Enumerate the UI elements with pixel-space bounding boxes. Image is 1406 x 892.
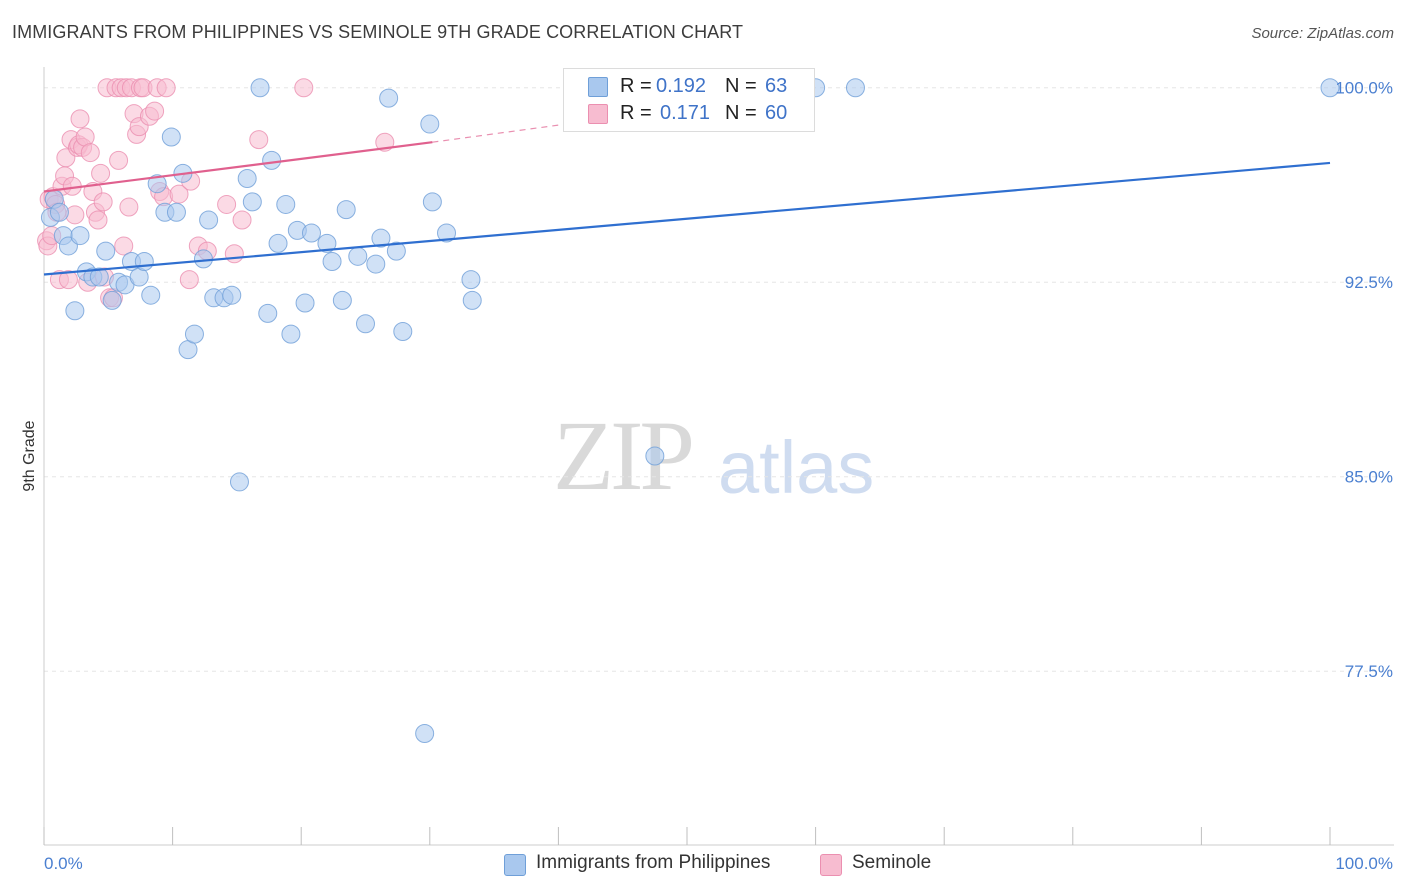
point-philippines bbox=[416, 724, 434, 742]
legend-swatch-blue bbox=[504, 854, 526, 876]
point-seminole bbox=[92, 164, 110, 182]
point-philippines bbox=[259, 304, 277, 322]
point-philippines bbox=[167, 203, 185, 221]
point-seminole bbox=[157, 79, 175, 97]
y-tick-label: 92.5% bbox=[1345, 273, 1393, 292]
legend-label-philippines: Immigrants from Philippines bbox=[536, 852, 770, 874]
point-seminole bbox=[225, 245, 243, 263]
legend-swatch-pink bbox=[588, 104, 608, 124]
point-philippines bbox=[194, 250, 212, 268]
legend-label-seminole: Seminole bbox=[852, 852, 931, 874]
legend-swatch-pink bbox=[820, 854, 842, 876]
point-philippines bbox=[135, 253, 153, 271]
y-tick-label: 77.5% bbox=[1345, 662, 1393, 681]
point-philippines bbox=[230, 473, 248, 491]
point-philippines bbox=[323, 253, 341, 271]
point-philippines bbox=[349, 247, 367, 265]
point-philippines bbox=[421, 115, 439, 133]
x-tick-label: 0.0% bbox=[44, 854, 83, 873]
trend-line-seminole-extension bbox=[432, 124, 566, 142]
y-tick-label: 100.0% bbox=[1335, 79, 1393, 98]
point-philippines bbox=[223, 286, 241, 304]
point-philippines bbox=[103, 291, 121, 309]
y-axis-title: 9th Grade bbox=[21, 420, 38, 491]
point-seminole bbox=[295, 79, 313, 97]
point-philippines bbox=[277, 195, 295, 213]
point-philippines bbox=[243, 193, 261, 211]
point-seminole bbox=[120, 198, 138, 216]
point-philippines bbox=[142, 286, 160, 304]
x-tick-label: 100.0% bbox=[1335, 854, 1393, 873]
point-philippines bbox=[846, 79, 864, 97]
legend-r-value: 0.171 bbox=[660, 102, 710, 125]
point-philippines bbox=[251, 79, 269, 97]
point-seminole bbox=[218, 195, 236, 213]
point-seminole bbox=[71, 110, 89, 128]
point-philippines bbox=[646, 447, 664, 465]
point-philippines bbox=[302, 224, 320, 242]
legend-r-label: R = bbox=[620, 102, 652, 125]
point-philippines bbox=[333, 291, 351, 309]
point-philippines bbox=[50, 203, 68, 221]
point-philippines bbox=[282, 325, 300, 343]
point-philippines bbox=[367, 255, 385, 273]
legend-n-label: N = bbox=[725, 102, 757, 125]
point-philippines bbox=[185, 325, 203, 343]
point-philippines bbox=[462, 271, 480, 289]
point-philippines bbox=[162, 128, 180, 146]
legend-r-value: 0.192 bbox=[656, 75, 706, 98]
legend-swatch-blue bbox=[588, 77, 608, 97]
point-philippines bbox=[463, 291, 481, 309]
point-philippines bbox=[71, 227, 89, 245]
point-philippines bbox=[423, 193, 441, 211]
legend-n-value: 60 bbox=[765, 102, 787, 125]
point-philippines bbox=[357, 315, 375, 333]
point-seminole bbox=[89, 211, 107, 229]
legend-n-label: N = bbox=[725, 75, 757, 98]
point-seminole bbox=[110, 151, 128, 169]
point-philippines bbox=[269, 234, 287, 252]
y-tick-label: 85.0% bbox=[1345, 468, 1393, 487]
point-seminole bbox=[146, 102, 164, 120]
point-seminole bbox=[180, 271, 198, 289]
point-philippines bbox=[394, 323, 412, 341]
point-philippines bbox=[263, 151, 281, 169]
point-seminole bbox=[94, 193, 112, 211]
point-philippines bbox=[337, 201, 355, 219]
point-philippines bbox=[380, 89, 398, 107]
point-philippines bbox=[200, 211, 218, 229]
scatter-chart: 77.5% 85.0% 92.5% 100.0% 0.0% 100.0% 9th Grade bbox=[0, 0, 1406, 892]
point-philippines bbox=[97, 242, 115, 260]
point-seminole bbox=[233, 211, 251, 229]
stats-legend: R = 0.192 N = 63 R = 0.171 N = 60 bbox=[563, 68, 815, 132]
point-seminole bbox=[250, 131, 268, 149]
point-philippines bbox=[66, 302, 84, 320]
legend-r-label: R = bbox=[620, 75, 652, 98]
point-philippines bbox=[238, 170, 256, 188]
point-philippines bbox=[296, 294, 314, 312]
point-seminole bbox=[81, 144, 99, 162]
legend-n-value: 63 bbox=[765, 75, 787, 98]
